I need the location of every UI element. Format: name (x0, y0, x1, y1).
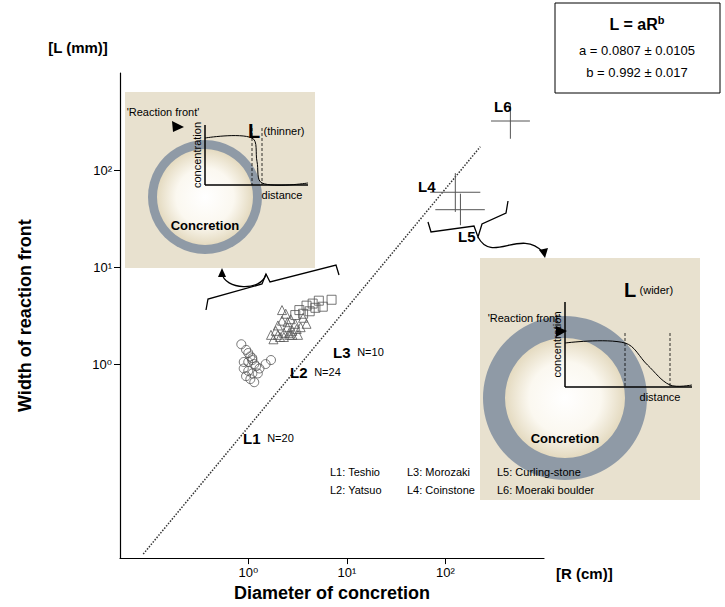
svg-text:10⁰: 10⁰ (92, 357, 112, 372)
svg-text:b: b (658, 14, 665, 26)
svg-text:Width of reaction front: Width of reaction front (15, 219, 35, 412)
svg-text:L4: L4 (418, 178, 436, 195)
svg-text:L6: Moeraki boulder: L6: Moeraki boulder (497, 484, 595, 496)
svg-text:10²: 10² (93, 163, 112, 178)
svg-text:10⁰: 10⁰ (238, 565, 258, 580)
svg-text:L: L (624, 279, 636, 301)
svg-text:L4: Coinstone: L4: Coinstone (407, 484, 475, 496)
svg-text:L2: Yatsuo: L2: Yatsuo (330, 484, 382, 496)
svg-text:10¹: 10¹ (93, 260, 112, 275)
svg-text:L = aR: L = aR (610, 16, 659, 33)
svg-text:Concretion: Concretion (531, 431, 600, 446)
svg-text:distance: distance (640, 391, 681, 403)
svg-text:N=24: N=24 (314, 366, 341, 378)
svg-text:a = 0.0807 ± 0.0105: a = 0.0807 ± 0.0105 (579, 43, 695, 58)
svg-text:distance: distance (262, 189, 303, 201)
svg-text:L2: L2 (290, 364, 308, 381)
svg-text:Concretion: Concretion (171, 218, 240, 233)
svg-text:L3: L3 (333, 344, 351, 361)
svg-text:'Reaction front': 'Reaction front' (127, 106, 200, 118)
svg-text:L5: Curling-stone: L5: Curling-stone (497, 466, 581, 478)
svg-text:concentration: concentration (550, 311, 563, 378)
svg-text:10²: 10² (436, 565, 455, 580)
svg-text:L1: L1 (243, 430, 261, 447)
svg-text:[L (mm)]: [L (mm)] (48, 39, 108, 56)
svg-text:L3: Morozaki: L3: Morozaki (407, 466, 470, 478)
svg-text:Diameter of concretion: Diameter of concretion (234, 583, 430, 603)
svg-text:L: L (248, 120, 260, 142)
svg-text:N=20: N=20 (267, 432, 294, 444)
svg-text:(wider): (wider) (640, 284, 674, 296)
svg-text:10¹: 10¹ (337, 565, 356, 580)
svg-text:L5: L5 (458, 228, 476, 245)
svg-text:(thinner): (thinner) (264, 125, 305, 137)
svg-text:N=10: N=10 (357, 346, 384, 358)
svg-text:b = 0.992 ± 0.017: b = 0.992 ± 0.017 (586, 65, 687, 80)
svg-text:'Reaction front': 'Reaction front' (488, 312, 561, 324)
svg-text:concentration: concentration (191, 122, 203, 188)
svg-text:[R (cm)]: [R (cm)] (556, 565, 613, 582)
svg-text:L1: Teshio: L1: Teshio (330, 466, 380, 478)
svg-text:L6: L6 (494, 98, 512, 115)
